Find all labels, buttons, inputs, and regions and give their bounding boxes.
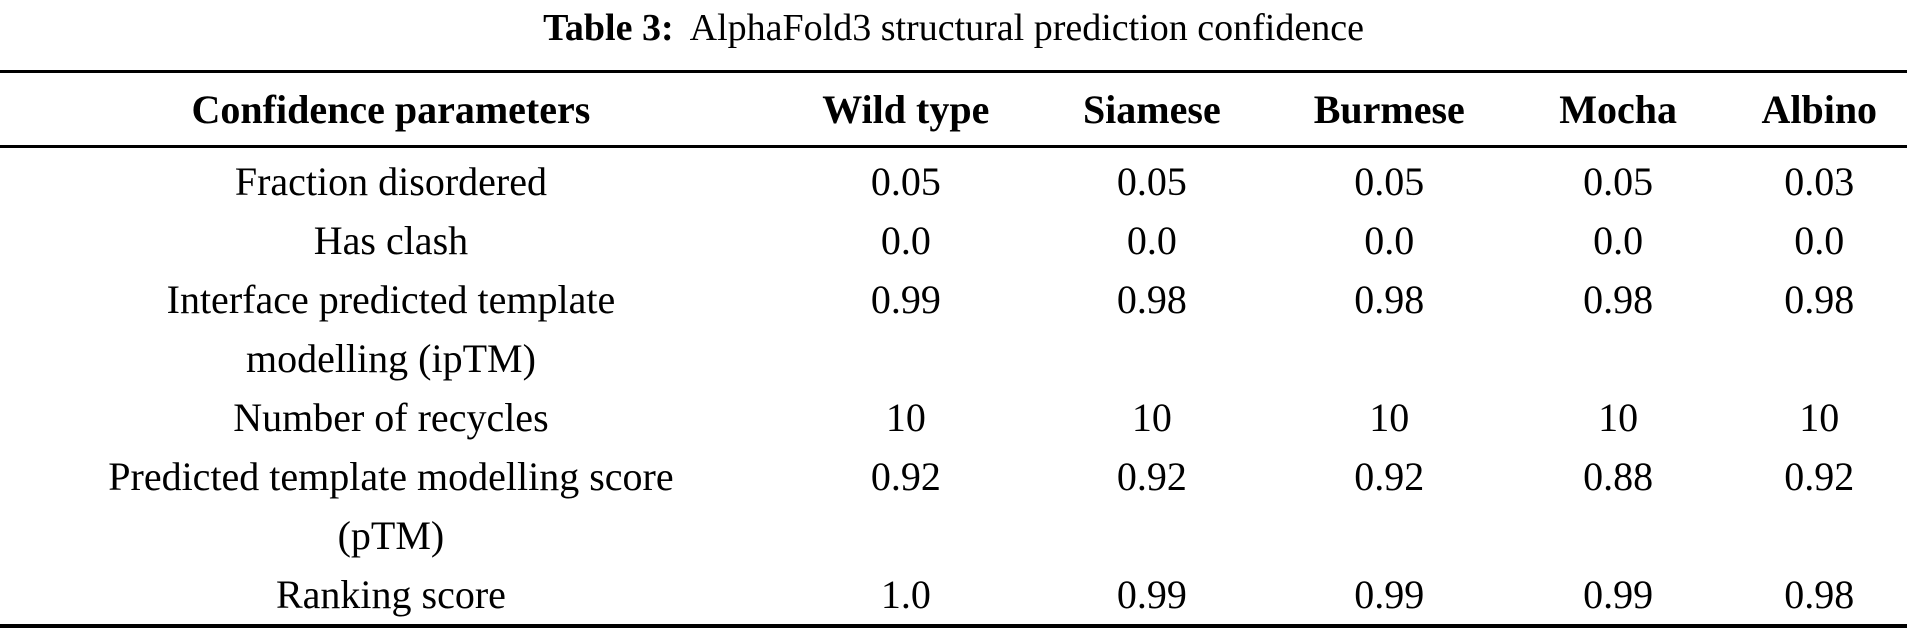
table-row-ptm: Predicted template modelling score (pTM)… <box>0 447 1907 565</box>
value-cell: 0.05 <box>1583 159 1654 204</box>
value-cell: 0.92 <box>870 454 941 499</box>
value-cell: 0.0 <box>1364 218 1415 263</box>
value-cell: 0.0 <box>1593 218 1644 263</box>
value-cell: 0.98 <box>1784 572 1855 617</box>
table-row-has-clash: Has clash 0.0 0.0 0.0 0.0 0.0 <box>0 211 1907 270</box>
value-cell: 0.98 <box>1116 277 1187 322</box>
value-cell: 0.98 <box>1583 277 1654 322</box>
table-row-number-of-recycles: Number of recycles 10 10 10 10 10 <box>0 388 1907 447</box>
value-cell: 0.05 <box>870 159 941 204</box>
value-cell: 0.05 <box>1116 159 1187 204</box>
value-cell: 0.92 <box>1354 454 1425 499</box>
table-caption-text: AlphaFold3 structural prediction confide… <box>689 7 1364 49</box>
value-cell: 0.99 <box>1583 572 1654 617</box>
value-cell: 0.99 <box>1354 572 1425 617</box>
header-row: Confidence parameters Wild type Siamese … <box>0 71 1907 148</box>
column-header-wild-type: Wild type <box>781 71 1030 148</box>
value-cell: 10 <box>1369 395 1410 440</box>
param-cell: Ranking score <box>0 565 782 626</box>
param-label: Predicted template modelling score <box>108 454 674 499</box>
column-header-albino: Albino <box>1731 71 1907 148</box>
value-cell: 0.0 <box>880 218 931 263</box>
param-cell: Has clash <box>0 211 782 270</box>
param-label: Interface predicted template <box>166 277 616 322</box>
value-cell: 0.92 <box>1784 454 1855 499</box>
param-cell: Fraction disordered <box>0 147 782 212</box>
confidence-table: Confidence parameters Wild type Siamese … <box>0 70 1907 628</box>
value-cell: 0.92 <box>1116 454 1187 499</box>
param-cell: Interface predicted template modelling (… <box>0 270 782 388</box>
param-label-line2: modelling (ipTM) <box>245 336 536 381</box>
param-label: Ranking score <box>275 572 506 617</box>
column-header-mocha: Mocha <box>1504 71 1732 148</box>
value-cell: 0.99 <box>870 277 941 322</box>
value-cell: 10 <box>885 395 926 440</box>
param-label-line2: (pTM) <box>337 513 445 558</box>
table-caption: Table 3: AlphaFold3 structural prediction… <box>0 0 1907 51</box>
param-cell: Number of recycles <box>0 388 782 447</box>
value-cell: 10 <box>1799 395 1840 440</box>
value-cell: 0.98 <box>1784 277 1855 322</box>
param-label: Number of recycles <box>233 395 549 440</box>
value-cell: 0.05 <box>1354 159 1425 204</box>
value-cell: 0.98 <box>1354 277 1425 322</box>
param-cell: Predicted template modelling score (pTM) <box>0 447 782 565</box>
value-cell: 0.99 <box>1116 572 1187 617</box>
value-cell: 1.0 <box>880 572 931 617</box>
value-cell: 10 <box>1131 395 1172 440</box>
value-cell: 0.0 <box>1794 218 1845 263</box>
param-label: Has clash <box>313 218 469 263</box>
table-caption-label: Table 3: <box>543 7 674 49</box>
param-label: Fraction disordered <box>234 159 547 204</box>
table-row-iptm: Interface predicted template modelling (… <box>0 270 1907 388</box>
table-row-fraction-disordered: Fraction disordered 0.05 0.05 0.05 0.05 … <box>0 147 1907 212</box>
value-cell: 10 <box>1598 395 1639 440</box>
column-header-siamese: Siamese <box>1029 71 1274 148</box>
table-row-ranking-score: Ranking score 1.0 0.99 0.99 0.99 0.98 <box>0 565 1907 626</box>
value-cell: 0.0 <box>1126 218 1177 263</box>
value-cell: 0.03 <box>1784 159 1855 204</box>
column-header-burmese: Burmese <box>1273 71 1505 148</box>
value-cell: 0.88 <box>1583 454 1654 499</box>
column-header-parameters: Confidence parameters <box>0 71 782 148</box>
